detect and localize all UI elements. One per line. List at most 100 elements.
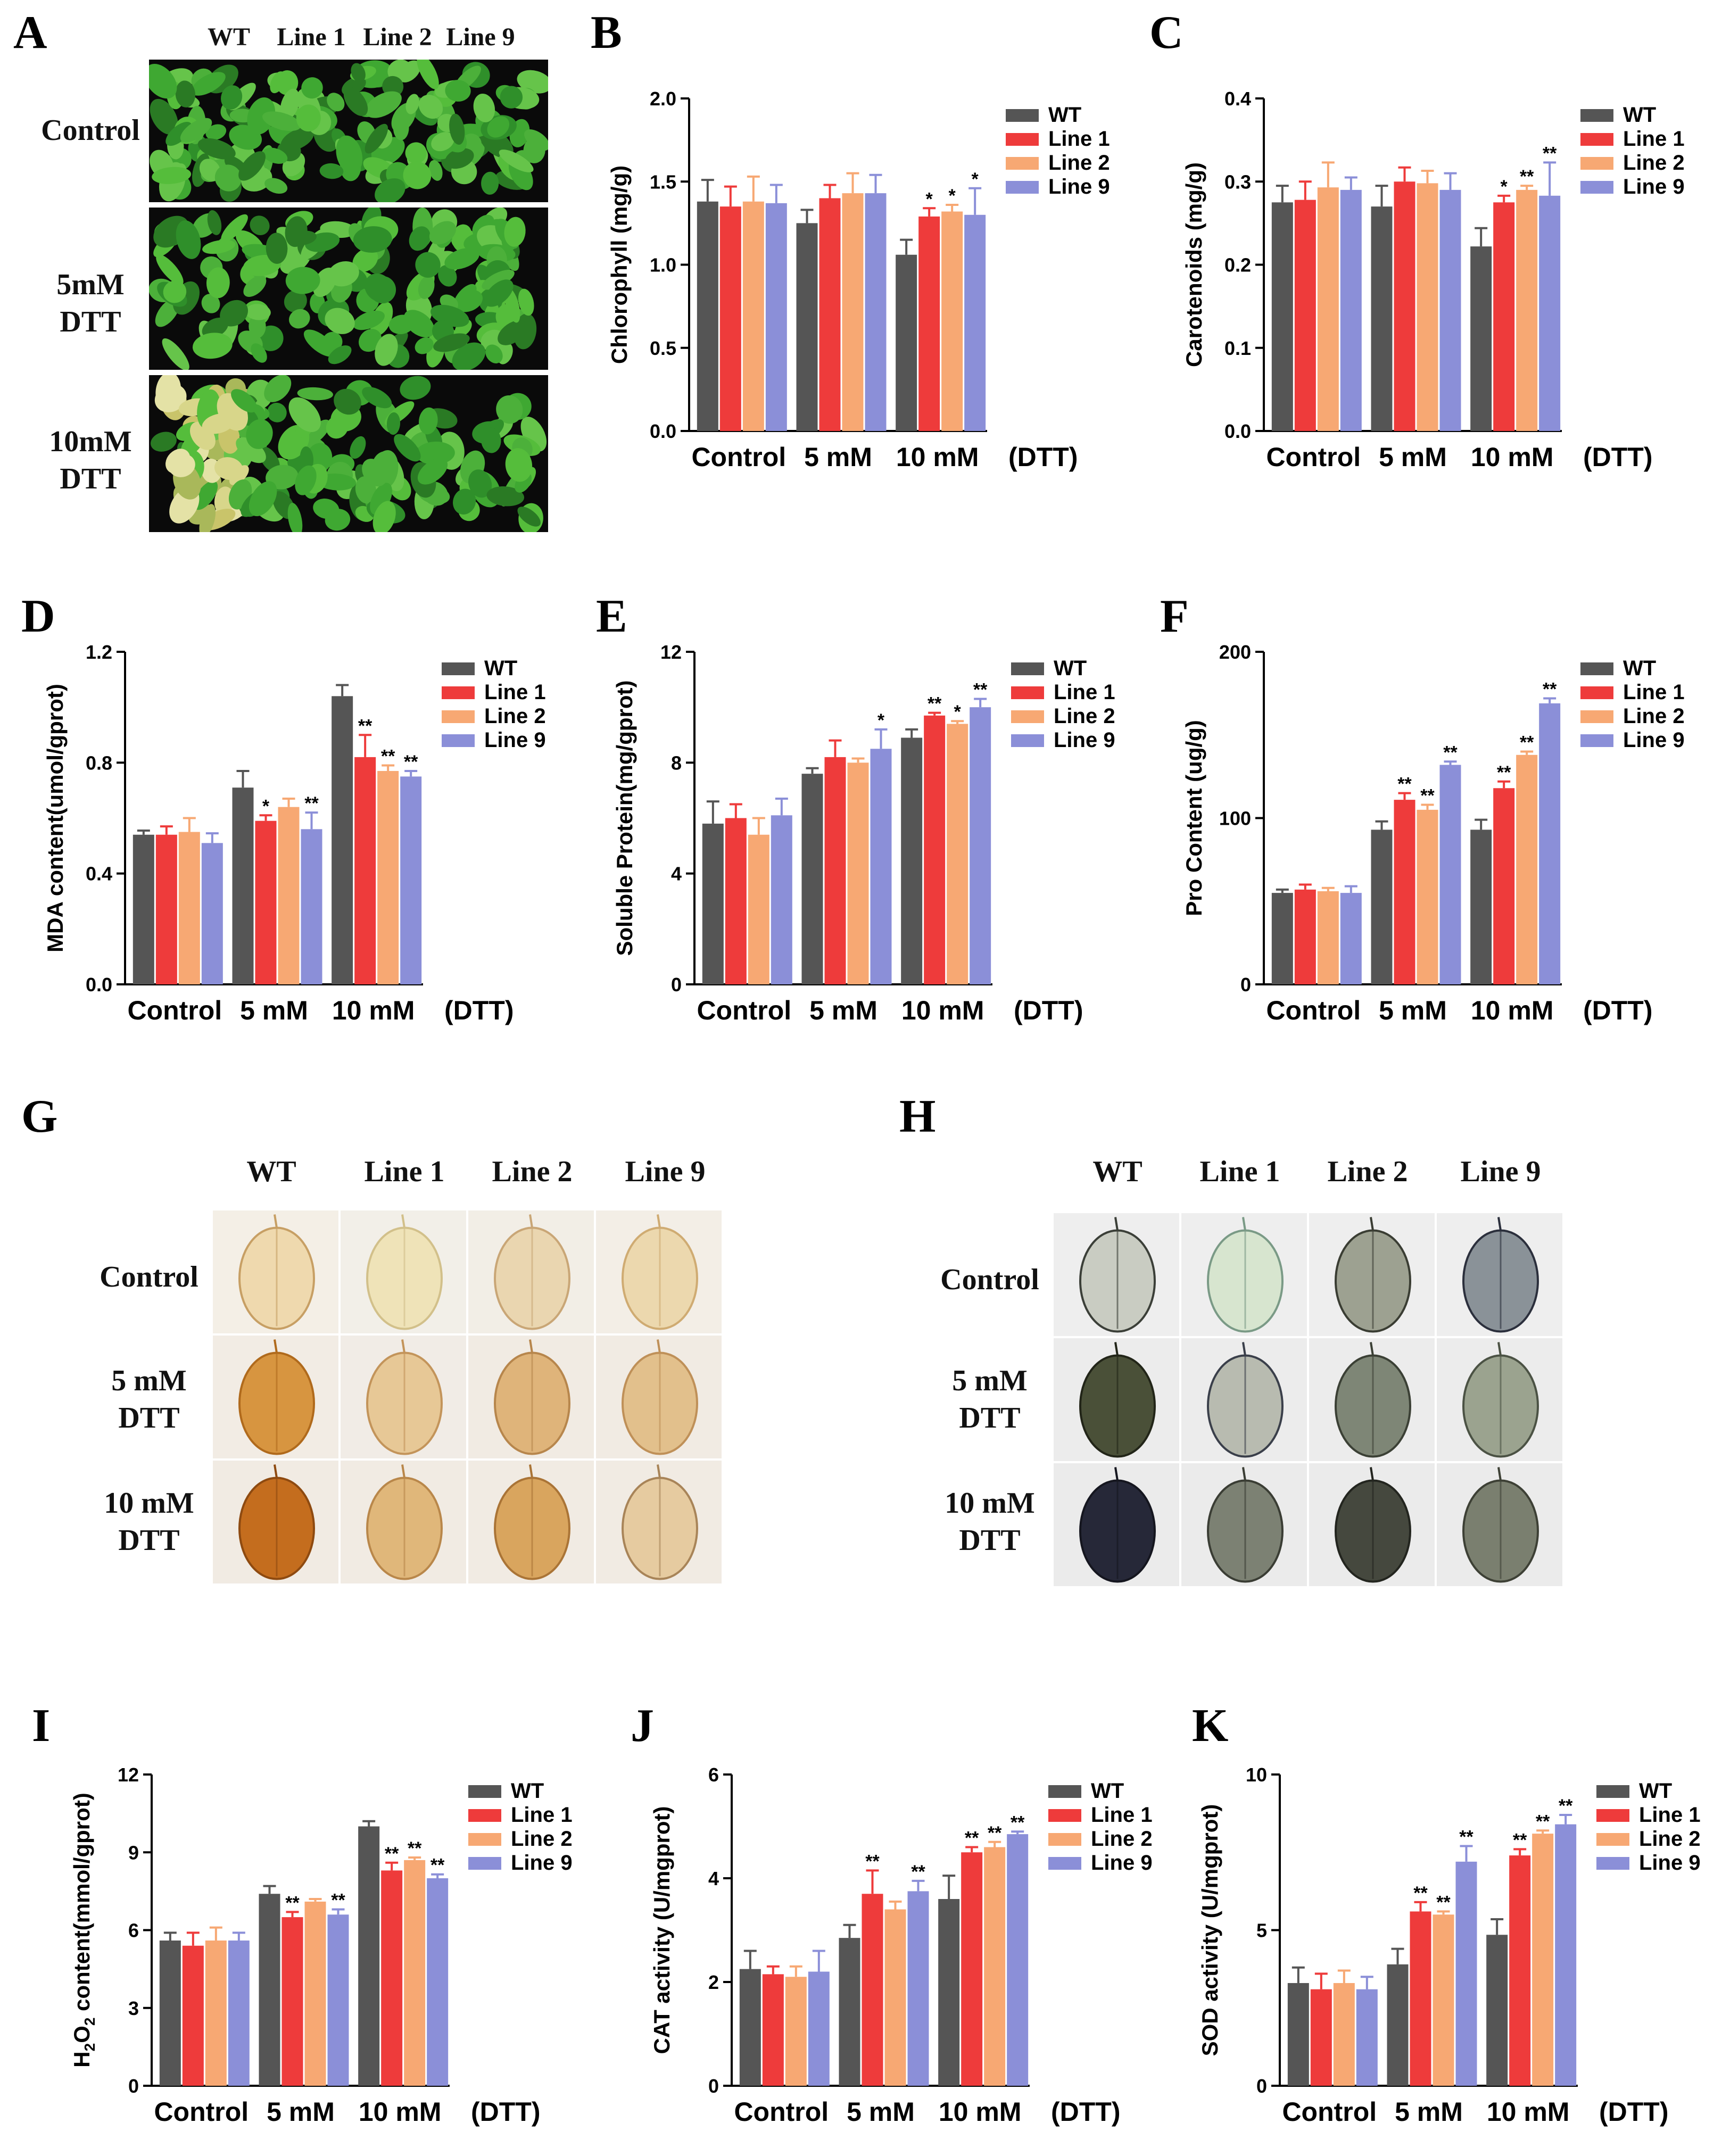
- bar: [404, 1860, 426, 2086]
- leaf: [288, 397, 321, 432]
- legend-swatch: [468, 1833, 501, 1846]
- y-tick-label: 0.8: [86, 752, 112, 774]
- x-axis-suffix: (DTT): [1008, 442, 1078, 472]
- leaf: [197, 138, 236, 160]
- panel-label-i: I: [32, 1700, 51, 1752]
- leaf: [352, 248, 378, 272]
- legend-label: Line 9: [484, 728, 546, 752]
- col-label-wt: WT: [246, 1155, 296, 1188]
- bar: [1271, 202, 1293, 431]
- bar: [702, 823, 724, 984]
- legend-label: Line 9: [1054, 728, 1115, 752]
- legend-label: WT: [1639, 1779, 1672, 1803]
- legend-label: Line 9: [1091, 1851, 1153, 1875]
- x-tick-label: Control: [1282, 2097, 1377, 2127]
- bar: [182, 1945, 204, 2086]
- bar: [870, 749, 892, 984]
- bar: [984, 1847, 1006, 2086]
- leaf: [202, 239, 236, 254]
- legend-label: WT: [1054, 657, 1087, 680]
- bar: [354, 757, 376, 984]
- legend-swatch: [1011, 734, 1044, 747]
- leaf: [375, 178, 405, 202]
- leaf-petiole: [1242, 1467, 1246, 1481]
- bar: [1439, 189, 1461, 431]
- significance-mark: **: [285, 1893, 300, 1913]
- y-axis-label: H2O2 content(mmol/gprot): [69, 1793, 98, 2067]
- leaf: [280, 128, 314, 151]
- bar: [901, 737, 923, 984]
- bar: [847, 762, 869, 984]
- legend-label: Line 1: [1623, 127, 1685, 151]
- bar: [884, 1909, 906, 2086]
- leaf: [453, 289, 483, 312]
- leaf: [154, 384, 187, 412]
- leaf-petiole: [274, 1339, 278, 1353]
- leaf: [156, 254, 184, 285]
- leaf: [231, 389, 257, 413]
- significance-mark: *: [1501, 177, 1508, 197]
- chart-c-carotenoids: Carotenoids (mg/g)0.00.10.20.30.4* ****Co…: [1181, 88, 1685, 472]
- row-label-5mm: 5mM DTT: [56, 268, 125, 338]
- leaf: [328, 345, 352, 364]
- row-label-5mm: 5 mM DTT: [111, 1364, 187, 1434]
- col-label-line9: Line 9: [625, 1155, 706, 1188]
- leaf: [372, 501, 396, 532]
- y-tick-label: 0: [128, 2075, 139, 2097]
- legend-swatch: [1596, 1857, 1629, 1870]
- leaf: [398, 60, 421, 82]
- leaf: [386, 412, 401, 435]
- leaf: [461, 134, 482, 153]
- legend-label: Line 2: [484, 704, 546, 728]
- leaf: [238, 151, 266, 181]
- leaf: [504, 217, 526, 247]
- leaf: [481, 171, 499, 195]
- row-label-control: Control: [940, 1263, 1039, 1296]
- leaf: [415, 252, 441, 278]
- row-label-10mm: 10mM DTT: [49, 425, 132, 495]
- row-label-5mm: 5 mM DTT: [952, 1364, 1028, 1434]
- row-label-control: Control: [100, 1261, 198, 1293]
- leaf: [165, 121, 192, 146]
- legend-swatch: [1006, 133, 1039, 146]
- y-tick-label: 4: [671, 863, 682, 885]
- significance-mark: **: [404, 752, 418, 772]
- bar: [427, 1878, 449, 2086]
- legend-swatch: [1048, 1809, 1081, 1822]
- leaf: [150, 98, 178, 135]
- leaf: [400, 376, 431, 400]
- bar: [808, 1971, 830, 2086]
- leaf: [191, 72, 226, 96]
- chart-j-cat: CAT activity (U/mgprot) 0 2 4 6 ** ** ** ** ** Con…: [649, 1764, 1153, 2127]
- panel-a-photo: WT Line 1 Line 2 Line 9 Control 5mM DTT …: [0, 0, 564, 537]
- y-tick-label: 0.4: [1224, 88, 1251, 110]
- bar: [961, 1852, 983, 2086]
- y-tick-label: 0.2: [1224, 254, 1251, 276]
- significance-mark: **: [928, 694, 942, 714]
- bar: [1532, 1834, 1554, 2086]
- y-tick-label: 0.3: [1224, 171, 1251, 193]
- leaf: [207, 210, 222, 235]
- leaf: [262, 147, 288, 164]
- leaf: [288, 309, 310, 329]
- leaf: [301, 77, 323, 99]
- x-axis-suffix: (DTT): [471, 2097, 541, 2127]
- leaf: [214, 457, 243, 480]
- leaf: [162, 338, 189, 370]
- leaf: [175, 80, 196, 107]
- bar: [259, 1894, 280, 2086]
- legend-label: WT: [1091, 1779, 1124, 1803]
- y-tick-label: 5: [1256, 1920, 1267, 1942]
- leaf: [452, 342, 486, 370]
- bar: [400, 776, 422, 984]
- x-axis-suffix: (DTT): [1051, 2097, 1121, 2127]
- leaf-petiole: [1497, 1342, 1502, 1356]
- leaf: [524, 129, 548, 151]
- chart-d-mda: MDA content(umol/gprot)0.00.40.81.2*****…: [43, 641, 546, 1025]
- significance-mark: **: [1459, 1827, 1473, 1847]
- leaf: [285, 267, 320, 294]
- leaf-petiole: [1242, 1217, 1246, 1231]
- y-tick-label: 6: [128, 1920, 139, 1942]
- significance-mark: **: [1520, 167, 1534, 187]
- leaf: [351, 63, 366, 82]
